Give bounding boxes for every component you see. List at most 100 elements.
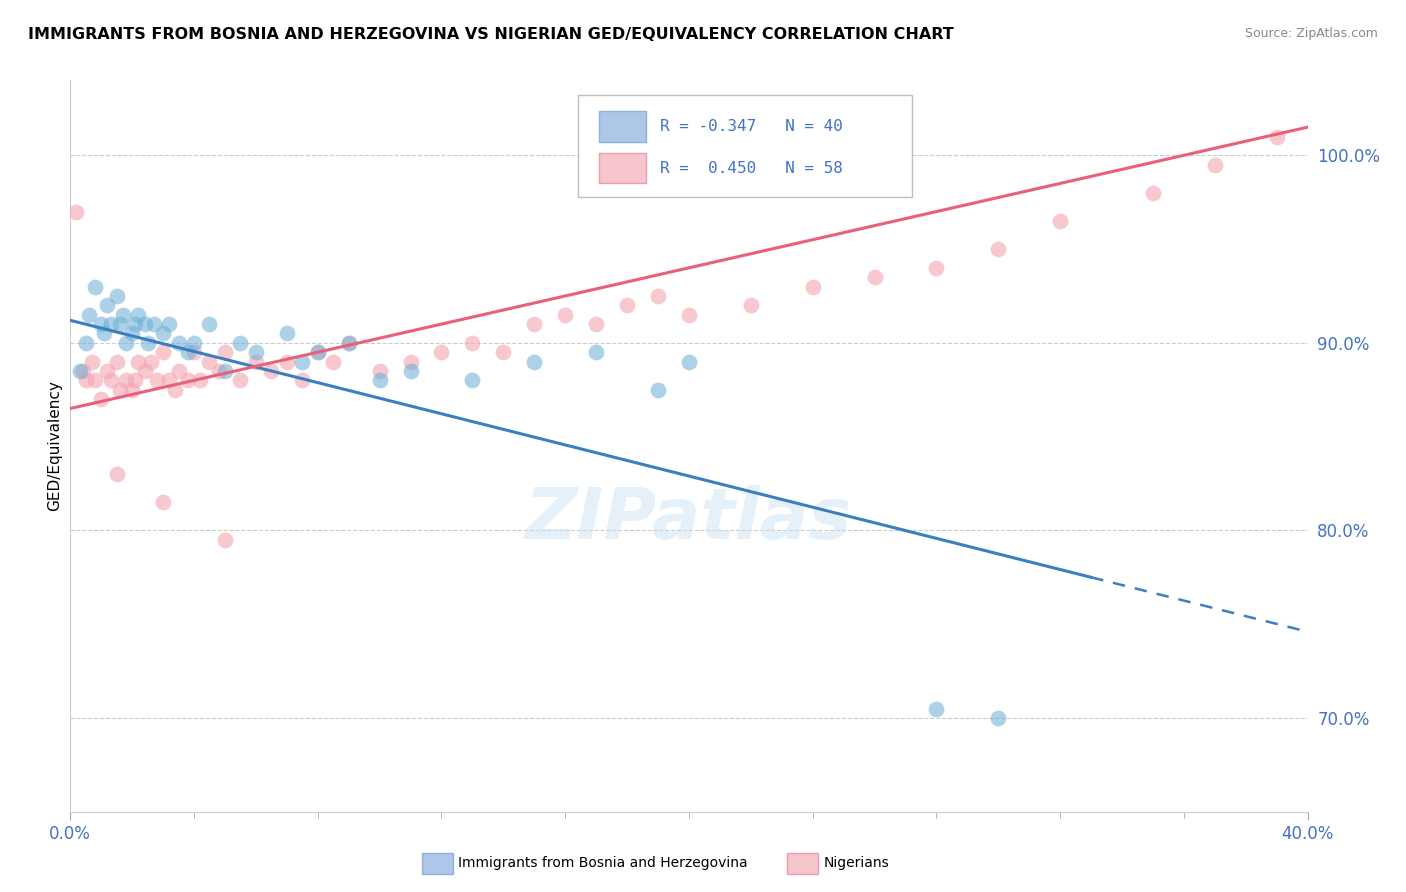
Point — [165, 383, 187, 397]
Point — [616, 298, 638, 312]
Point — [105, 467, 128, 482]
Point — [65, 204, 87, 219]
Text: Source: ZipAtlas.com: Source: ZipAtlas.com — [1244, 27, 1378, 40]
Point — [152, 326, 174, 341]
Point — [740, 298, 762, 312]
Point — [245, 345, 267, 359]
Point — [177, 373, 200, 387]
Point — [111, 308, 134, 322]
Point — [399, 364, 422, 378]
Point — [198, 317, 221, 331]
Point — [96, 298, 118, 312]
Point — [177, 345, 200, 359]
Point — [585, 317, 607, 331]
Point — [127, 308, 149, 322]
Point — [863, 270, 886, 285]
Point — [157, 317, 180, 331]
Point — [183, 335, 205, 350]
Point — [678, 308, 700, 322]
Point — [93, 326, 115, 341]
Point — [105, 289, 128, 303]
Text: R =  0.450   N = 58: R = 0.450 N = 58 — [661, 161, 844, 176]
Point — [96, 364, 118, 378]
Point — [1204, 158, 1226, 172]
Point — [90, 392, 112, 406]
Point — [368, 364, 391, 378]
Point — [100, 373, 122, 387]
Point — [183, 345, 205, 359]
Point — [554, 308, 576, 322]
Point — [1265, 129, 1288, 144]
Point — [430, 345, 453, 359]
Point — [229, 335, 252, 350]
Point — [167, 335, 190, 350]
Text: Immigrants from Bosnia and Herzegovina: Immigrants from Bosnia and Herzegovina — [458, 856, 748, 871]
Point — [214, 364, 236, 378]
Point — [124, 317, 146, 331]
Point — [127, 354, 149, 368]
Point — [198, 354, 221, 368]
Point — [142, 317, 165, 331]
Point — [260, 364, 283, 378]
Point — [134, 317, 156, 331]
FancyBboxPatch shape — [599, 153, 645, 184]
Point — [291, 373, 314, 387]
Point — [115, 373, 138, 387]
Point — [208, 364, 231, 378]
Point — [925, 701, 948, 715]
Point — [75, 373, 97, 387]
Point — [492, 345, 515, 359]
Point — [307, 345, 329, 359]
Point — [461, 335, 484, 350]
Point — [136, 335, 159, 350]
Point — [276, 326, 298, 341]
Text: R = -0.347   N = 40: R = -0.347 N = 40 — [661, 119, 844, 134]
Point — [75, 335, 97, 350]
Point — [1049, 214, 1071, 228]
Point — [80, 354, 103, 368]
Point — [307, 345, 329, 359]
Text: IMMIGRANTS FROM BOSNIA AND HERZEGOVINA VS NIGERIAN GED/EQUIVALENCY CORRELATION C: IMMIGRANTS FROM BOSNIA AND HERZEGOVINA V… — [28, 27, 953, 42]
Y-axis label: GED/Equivalency: GED/Equivalency — [46, 381, 62, 511]
FancyBboxPatch shape — [578, 95, 911, 197]
Point — [647, 289, 669, 303]
Point — [152, 345, 174, 359]
Point — [108, 383, 131, 397]
Point — [678, 354, 700, 368]
Text: Nigerians: Nigerians — [824, 856, 890, 871]
Point — [134, 364, 156, 378]
Point — [84, 373, 107, 387]
Point — [69, 364, 91, 378]
Point — [167, 364, 190, 378]
Point — [523, 317, 546, 331]
FancyBboxPatch shape — [599, 111, 645, 142]
Point — [925, 260, 948, 275]
Point — [72, 364, 94, 378]
Point — [157, 373, 180, 387]
Point — [399, 354, 422, 368]
Point — [461, 373, 484, 387]
Point — [152, 495, 174, 509]
Point — [146, 373, 169, 387]
Point — [523, 354, 546, 368]
Point — [647, 383, 669, 397]
Point — [291, 354, 314, 368]
Point — [100, 317, 122, 331]
Point — [585, 345, 607, 359]
Point — [322, 354, 344, 368]
Point — [368, 373, 391, 387]
Point — [139, 354, 162, 368]
Point — [214, 533, 236, 547]
Point — [115, 335, 138, 350]
Point — [1142, 186, 1164, 200]
Point — [337, 335, 360, 350]
Point — [245, 354, 267, 368]
Point — [214, 345, 236, 359]
Point — [987, 711, 1010, 725]
Point — [987, 242, 1010, 256]
Point — [229, 373, 252, 387]
Point — [337, 335, 360, 350]
Point — [90, 317, 112, 331]
Point — [84, 279, 107, 293]
Point — [121, 383, 143, 397]
